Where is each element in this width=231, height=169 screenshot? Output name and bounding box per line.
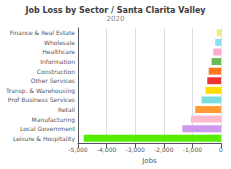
svg-text:Construction: Construction	[37, 68, 75, 75]
svg-text:Finance & Real Estate: Finance & Real Estate	[10, 29, 76, 36]
svg-text:Jobs: Jobs	[141, 157, 157, 165]
svg-text:0: 0	[219, 146, 223, 153]
svg-text:Wholesale: Wholesale	[44, 39, 75, 46]
svg-text:-4,000: -4,000	[97, 146, 117, 153]
svg-text:Information: Information	[40, 58, 75, 65]
svg-text:Leisure & Hospitality: Leisure & Hospitality	[13, 135, 76, 143]
svg-text:Transp. & Warehousing: Transp. & Warehousing	[5, 87, 75, 95]
svg-text:-1,000: -1,000	[183, 146, 203, 153]
svg-text:Job Loss by Sector / Santa Cla: Job Loss by Sector / Santa Clarita Valle…	[24, 6, 206, 15]
svg-text:2020: 2020	[107, 15, 125, 23]
svg-text:-5,000: -5,000	[68, 146, 88, 153]
svg-text:Healthcare: Healthcare	[42, 48, 75, 55]
svg-text:Prof Business Services: Prof Business Services	[8, 96, 75, 103]
svg-text:-3,000: -3,000	[126, 146, 146, 153]
svg-text:Manufacturing: Manufacturing	[32, 116, 76, 124]
svg-text:Local Government: Local Government	[20, 125, 76, 132]
svg-text:-2,000: -2,000	[154, 146, 174, 153]
svg-text:Retail: Retail	[58, 106, 75, 113]
svg-text:Other Services: Other Services	[31, 77, 75, 84]
